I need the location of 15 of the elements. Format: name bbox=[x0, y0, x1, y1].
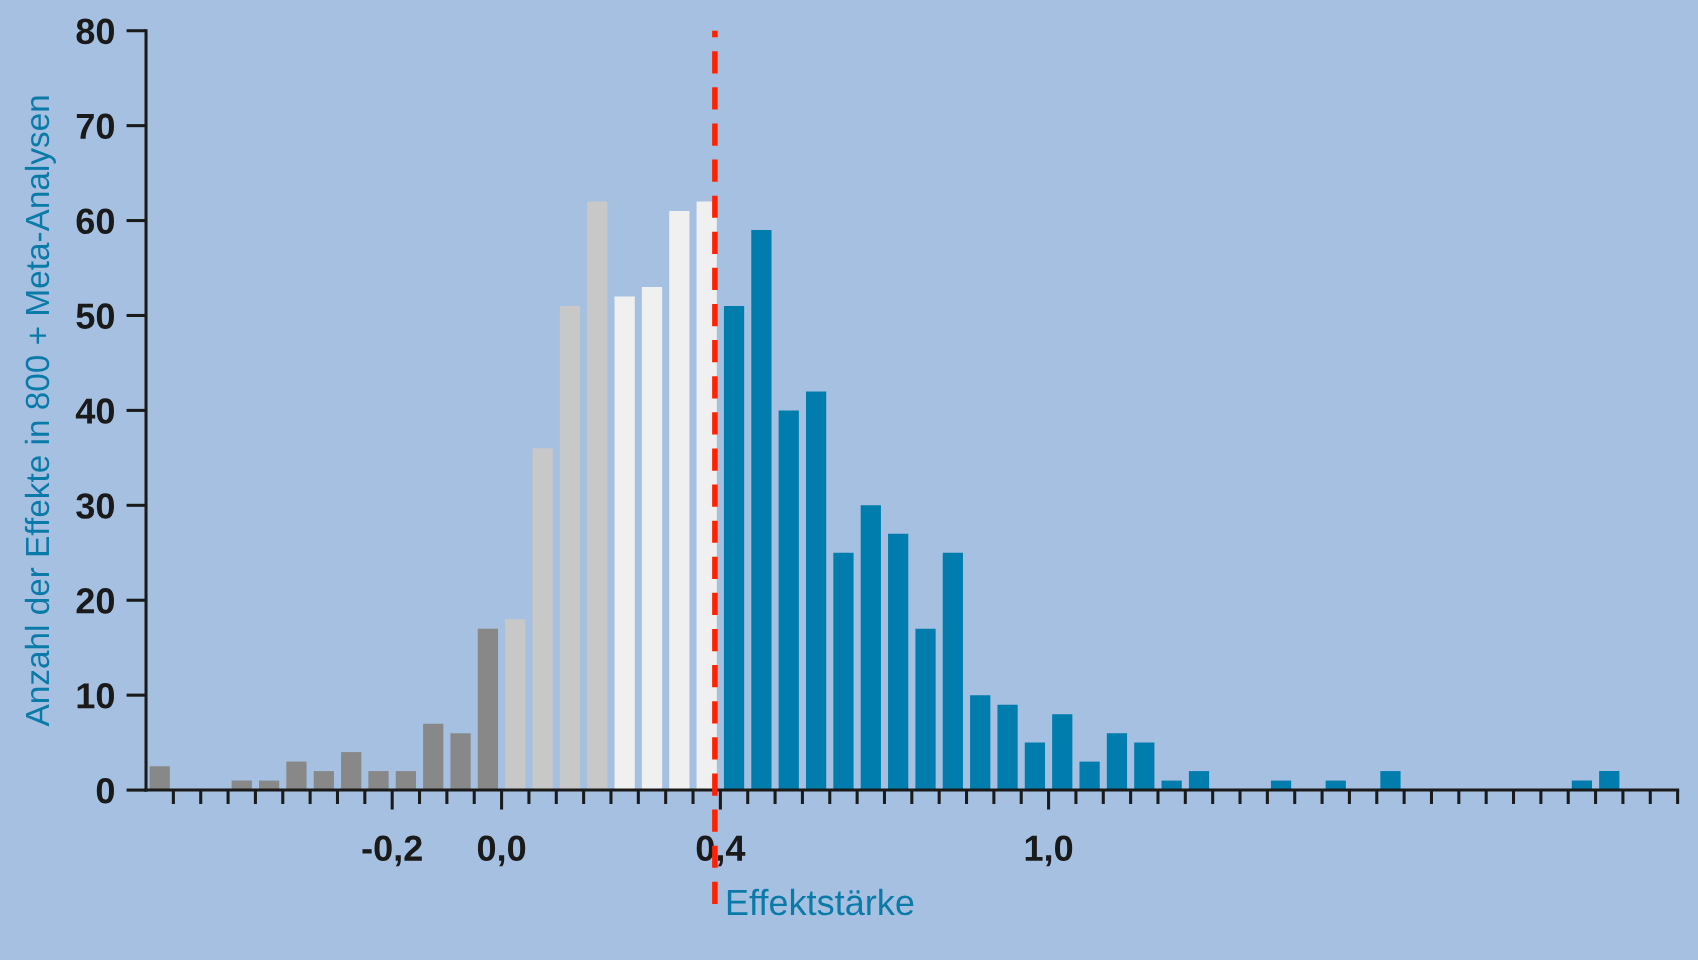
y-axis-title: Anzahl der Effekte in 800 + Meta-Analysen bbox=[24, 96, 56, 727]
y-tick-label: 80 bbox=[76, 18, 114, 45]
x-tick-label: 0,0 bbox=[477, 835, 526, 867]
y-tick-label: 30 bbox=[76, 493, 114, 519]
y-tick-label: 50 bbox=[76, 303, 114, 329]
y-tick-label: 20 bbox=[76, 588, 114, 614]
x-tick-label: -0,2 bbox=[362, 835, 422, 867]
x-axis-title: Effektstärke bbox=[727, 888, 914, 916]
y-tick-label: 10 bbox=[77, 683, 114, 709]
x-tick-label: 1,0 bbox=[1025, 835, 1073, 867]
x-tick-label: 0,4 bbox=[696, 835, 746, 867]
y-tick-label: 40 bbox=[75, 398, 114, 424]
y-tick-label: 70 bbox=[76, 113, 114, 140]
y-tick-label: 60 bbox=[76, 208, 114, 234]
y-tick-label: 0 bbox=[96, 777, 114, 804]
